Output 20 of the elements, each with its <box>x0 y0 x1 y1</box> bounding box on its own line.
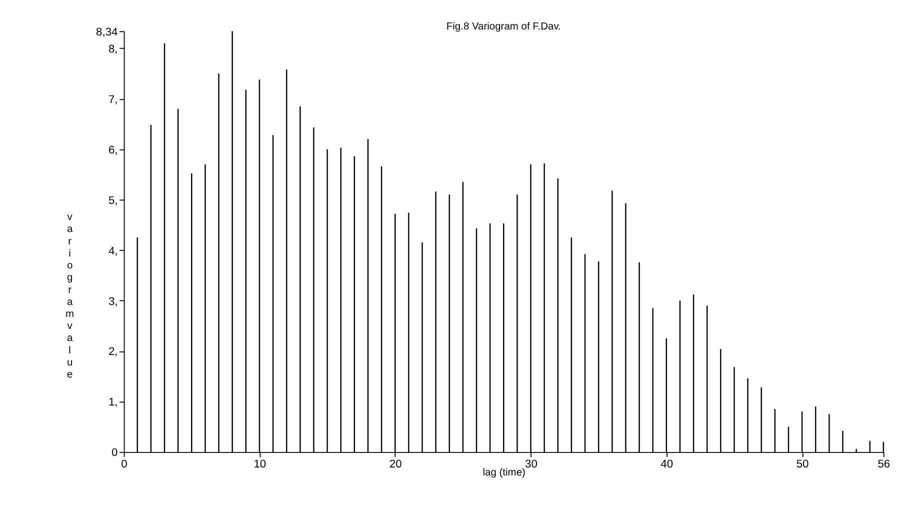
y-tick-label: 1, <box>108 396 118 409</box>
y-tick-label: 8, <box>108 44 118 56</box>
y-tick-label: 0 <box>112 447 118 460</box>
x-tick-label: 0 <box>121 458 128 470</box>
x-tick-label: 50 <box>796 458 809 470</box>
chart-title: Fig.8 Variogram of F.Dav. <box>446 21 561 32</box>
x-tick-label: 10 <box>254 458 266 470</box>
x-tick-label: 56 <box>878 458 890 470</box>
x-axis-title: lag (time) <box>482 468 526 479</box>
y-tick-label: 6, <box>108 144 118 156</box>
y-tick-label: 3, <box>108 296 118 308</box>
x-tick-label: 20 <box>389 458 402 470</box>
text: variogram value <box>66 212 74 380</box>
y-tick-label: 4, <box>108 245 118 258</box>
x-tick-label: 30 <box>525 458 538 470</box>
y-tick-label: 8,34 <box>96 26 118 38</box>
y-tick-label: 7, <box>108 94 118 106</box>
x-tick-label: 40 <box>660 458 674 470</box>
y-tick-label: 5, <box>108 194 118 207</box>
y-tick-label: 2, <box>108 346 118 358</box>
